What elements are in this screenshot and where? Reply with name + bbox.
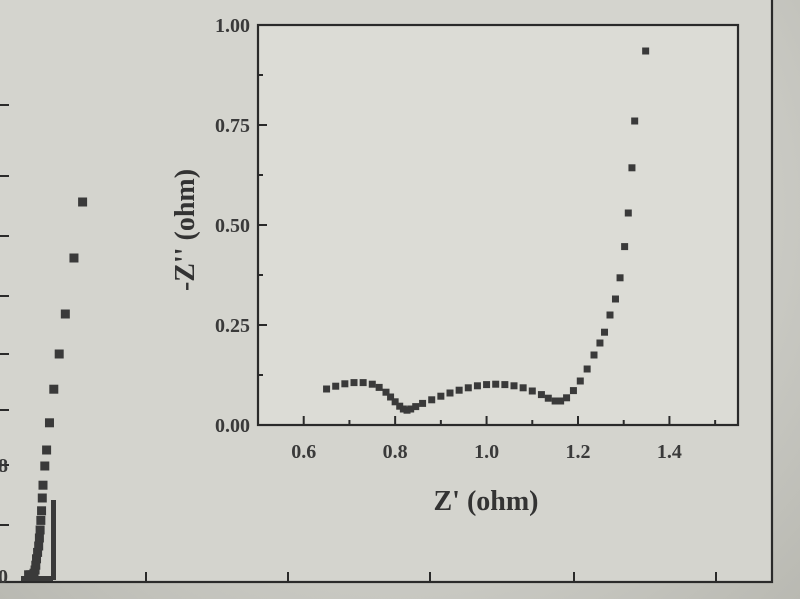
main-data-point <box>31 560 41 570</box>
inset-plot: 0.6 0.8 1.0 1.2 1.4 0.00 0.25 0.50 0.75 1.00 Z' … <box>170 15 740 517</box>
main-data-point <box>37 506 47 516</box>
main-data-point <box>30 565 40 575</box>
main-data-point <box>38 480 48 490</box>
inset-data-point <box>446 389 454 397</box>
inset-data-point <box>396 402 404 410</box>
main-axis-ticks <box>0 104 717 582</box>
inset-x-tick-label: 1.0 <box>474 441 499 463</box>
inset-data-point <box>596 339 604 347</box>
main-data-point <box>54 349 64 359</box>
inset-data-point <box>642 47 650 55</box>
inset-data-point <box>611 295 619 303</box>
main-data-point <box>69 253 79 263</box>
inset-x-tick-label: 1.4 <box>657 441 682 463</box>
inset-data-point <box>483 381 491 389</box>
inset-data-point <box>601 328 609 336</box>
inset-data-point <box>624 209 632 217</box>
inset-y-tick-label: 0.00 <box>215 415 250 437</box>
inset-plot-frame <box>256 23 740 427</box>
main-data-point <box>33 547 43 557</box>
inset-data-point <box>528 387 536 395</box>
main-data-point <box>78 197 88 207</box>
main-y-tick-labels: 08 <box>0 455 8 588</box>
main-data-point <box>44 418 54 428</box>
inset-data-point <box>332 382 340 390</box>
inset-data-point <box>510 382 518 390</box>
inset-data-point <box>387 393 395 401</box>
main-data-point <box>34 533 44 543</box>
inset-y-axis-title: -Z'' (ohm) <box>170 169 201 291</box>
main-data-point <box>42 445 52 455</box>
inset-data-point <box>551 397 559 405</box>
inset-data-point <box>519 384 527 392</box>
inset-data-point <box>563 394 571 402</box>
inset-data-point <box>359 379 367 387</box>
inset-y-tick-label: 0.25 <box>215 315 250 337</box>
inset-data-point <box>399 405 407 413</box>
inset-y-tick-label: 0.75 <box>215 115 250 137</box>
main-data-point <box>60 309 70 319</box>
main-data-points <box>21 197 88 581</box>
inset-data-point <box>616 274 624 282</box>
inset-data-point <box>419 399 427 407</box>
inset-data-point <box>544 394 552 402</box>
main-data-point <box>34 541 44 551</box>
inset-x-axis-title: Z' (ohm) <box>434 486 539 517</box>
inset-data-point <box>428 396 436 404</box>
inset-data-point <box>412 403 420 411</box>
inset-data-point <box>473 382 481 390</box>
inset-y-tick-label: 0.50 <box>215 215 250 237</box>
inset-data-point <box>590 351 598 359</box>
inset-data-point <box>368 380 376 388</box>
main-data-point <box>36 515 46 525</box>
inset-data-point <box>631 117 639 125</box>
inset-data-point <box>437 392 445 400</box>
main-data-point <box>32 554 42 564</box>
inset-data-point <box>621 243 629 251</box>
inset-data-point <box>501 381 509 389</box>
inset-data-point <box>323 385 331 393</box>
inset-y-tick-labels: 0.00 0.25 0.50 0.75 1.00 <box>215 15 250 437</box>
inset-x-tick-label: 0.6 <box>291 441 316 463</box>
main-y-tick-label: 0 <box>0 566 8 588</box>
main-vertical-trace <box>51 500 56 580</box>
inset-axis-ticks <box>258 24 717 426</box>
inset-data-point <box>391 398 399 406</box>
inset-data-point <box>492 380 500 388</box>
inset-data-point <box>341 380 349 388</box>
inset-data-point <box>569 387 577 395</box>
inset-data-point <box>455 386 463 394</box>
inset-data-point <box>403 406 411 414</box>
main-y-tick-label: 8 <box>0 455 8 477</box>
inset-data-point <box>375 383 383 391</box>
main-data-point <box>37 493 47 503</box>
inset-data-point <box>537 391 545 399</box>
inset-data-point <box>606 311 614 319</box>
inset-data-points <box>323 47 650 414</box>
main-data-point <box>40 461 50 471</box>
main-data-point <box>35 525 45 535</box>
inset-data-point <box>583 365 591 373</box>
inset-data-point <box>576 377 584 385</box>
inset-data-point <box>628 164 636 172</box>
inset-x-tick-label: 0.8 <box>383 441 408 463</box>
inset-data-point <box>382 388 390 396</box>
inset-data-point <box>557 397 565 405</box>
main-baseline-trace <box>21 576 53 581</box>
inset-x-tick-label: 1.2 <box>566 441 591 463</box>
inset-x-tick-labels: 0.6 0.8 1.0 1.2 1.4 <box>291 441 682 463</box>
inset-data-point <box>407 405 415 413</box>
inset-data-point <box>464 384 472 392</box>
inset-data-point <box>350 379 358 387</box>
main-data-point <box>49 384 59 394</box>
inset-y-tick-label: 1.00 <box>215 15 250 37</box>
